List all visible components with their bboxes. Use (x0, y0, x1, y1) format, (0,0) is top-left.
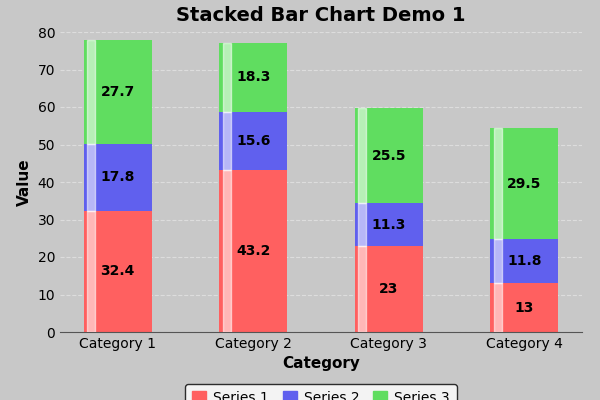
Text: 13: 13 (515, 301, 534, 315)
Bar (87, 40, 95, 144)
Bar (220, 112, 287, 170)
Bar (87, 144, 95, 210)
Text: 43.2: 43.2 (236, 244, 271, 258)
Text: 27.7: 27.7 (100, 85, 135, 99)
Y-axis label: Value: Value (17, 158, 32, 206)
Legend: Series 1, Series 2, Series 3: Series 1, Series 2, Series 3 (185, 384, 457, 400)
Text: 29.5: 29.5 (507, 177, 542, 191)
Bar (84, 144, 152, 210)
Bar (490, 283, 558, 332)
Bar (220, 43, 287, 112)
Bar (358, 108, 367, 203)
Bar (494, 239, 502, 283)
Text: 11.8: 11.8 (507, 254, 542, 268)
Bar (223, 43, 231, 112)
Bar (223, 112, 231, 170)
Text: 18.3: 18.3 (236, 70, 271, 84)
Bar (358, 246, 367, 332)
Bar (220, 170, 287, 332)
Bar (490, 239, 558, 283)
Text: 11.3: 11.3 (371, 218, 406, 232)
X-axis label: Category: Category (282, 356, 360, 372)
Title: Stacked Bar Chart Demo 1: Stacked Bar Chart Demo 1 (176, 6, 466, 25)
Bar (355, 108, 422, 203)
Text: 17.8: 17.8 (100, 170, 135, 184)
Bar (84, 40, 152, 144)
Text: 32.4: 32.4 (100, 264, 135, 278)
Bar (494, 128, 502, 239)
Bar (358, 203, 367, 246)
Text: 23: 23 (379, 282, 398, 296)
Bar (494, 283, 502, 332)
Bar (84, 210, 152, 332)
Text: 15.6: 15.6 (236, 134, 271, 148)
Bar (355, 246, 422, 332)
Text: 25.5: 25.5 (371, 148, 406, 162)
Bar (355, 203, 422, 246)
Bar (490, 128, 558, 239)
Bar (223, 170, 231, 332)
Bar (87, 210, 95, 332)
